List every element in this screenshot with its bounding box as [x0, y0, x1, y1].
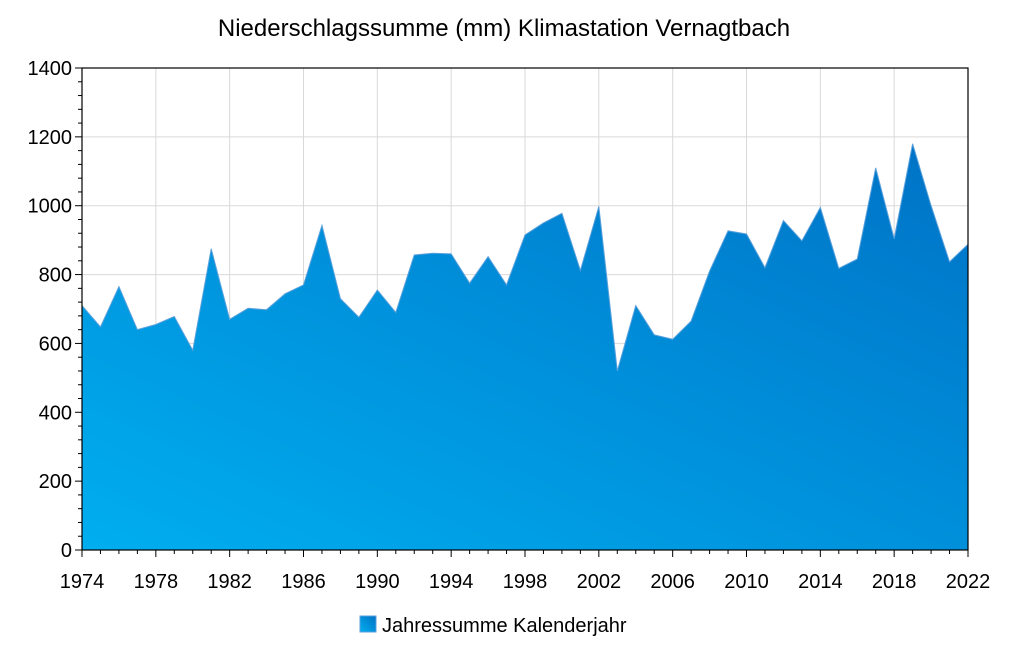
- legend-label: Jahressumme Kalenderjahr: [382, 615, 627, 637]
- x-tick-label: 2018: [872, 571, 917, 593]
- x-axis: 1974 1978 1982 1986 1990 1994 1998 2002 2006 2010…: [60, 550, 991, 593]
- y-tick-label: 0: [61, 540, 72, 562]
- y-axis: 0 200 400 600 800 1000 1200 1400: [28, 58, 82, 562]
- x-tick-label: 1974: [60, 571, 105, 593]
- x-tick-label: 1998: [503, 571, 548, 593]
- x-tick-label: 2022: [946, 571, 991, 593]
- y-tick-label: 800: [39, 265, 72, 287]
- x-tick-label: 1978: [134, 571, 179, 593]
- x-tick-label: 1986: [281, 571, 326, 593]
- x-tick-label: 2006: [650, 571, 695, 593]
- y-tick-label: 200: [39, 471, 72, 493]
- y-tick-label: 600: [39, 333, 72, 355]
- y-tick-label: 1400: [28, 58, 73, 80]
- x-tick-label: 1982: [207, 571, 252, 593]
- legend-swatch: [359, 615, 377, 633]
- area-layer: [81, 143, 969, 551]
- x-tick-label: 2014: [798, 571, 843, 593]
- x-tick-label: 2010: [724, 571, 769, 593]
- area-series-jahressumme: [81, 143, 969, 551]
- legend: Jahressumme Kalenderjahr: [359, 615, 627, 637]
- x-tick-label: 1990: [355, 571, 400, 593]
- y-tick-label: 1000: [28, 196, 73, 218]
- chart-title: Niederschlagssumme (mm) Klimastation Ver…: [218, 15, 790, 42]
- x-tick-label: 1994: [429, 571, 474, 593]
- y-tick-label: 400: [39, 402, 72, 424]
- x-tick-label: 2002: [577, 571, 622, 593]
- y-tick-label: 1200: [28, 127, 73, 149]
